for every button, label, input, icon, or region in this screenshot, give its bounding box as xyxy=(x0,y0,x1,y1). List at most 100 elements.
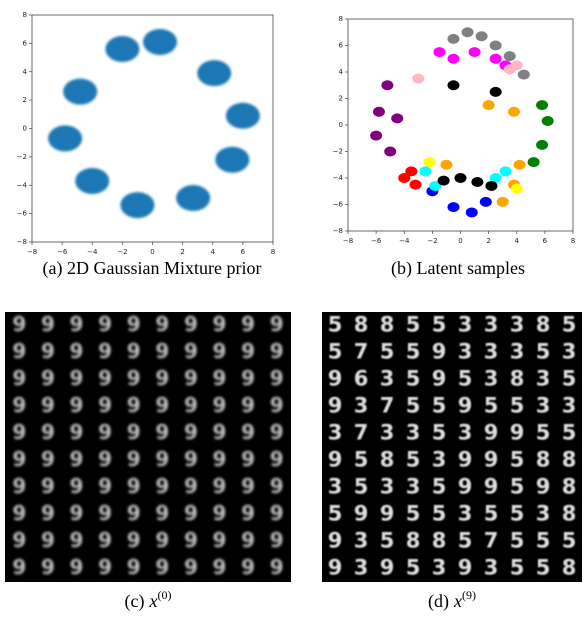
digit: 5 xyxy=(432,502,447,526)
digit: 5 xyxy=(536,529,551,553)
digit: 5 xyxy=(536,421,551,445)
x-tick-label: −8 xyxy=(27,248,37,256)
digit: 5 xyxy=(328,340,343,364)
blurry-digit: 9 xyxy=(12,501,26,525)
blurry-digit: 9 xyxy=(155,312,169,336)
y-tick-label: −6 xyxy=(17,210,28,218)
digit: 9 xyxy=(380,502,395,526)
x-tick-label: 2 xyxy=(486,237,490,245)
blurry-digit: 9 xyxy=(270,420,284,444)
blurry-digit: 9 xyxy=(184,555,198,579)
blurry-digit: 9 xyxy=(241,420,255,444)
x-tick-label: −6 xyxy=(57,248,68,256)
blurry-digit: 9 xyxy=(98,501,112,525)
point xyxy=(370,130,383,141)
blurry-digit: 9 xyxy=(127,312,141,336)
digit: 3 xyxy=(510,313,525,337)
blurry-digit: 9 xyxy=(184,420,198,444)
digit: 7 xyxy=(354,340,369,364)
digit: 9 xyxy=(380,556,395,580)
digit: 5 xyxy=(562,367,577,391)
digit: 3 xyxy=(484,367,499,391)
digit: 9 xyxy=(328,394,343,418)
point xyxy=(63,78,98,105)
digit: 8 xyxy=(432,529,447,553)
x-tick-label: 6 xyxy=(241,248,246,256)
digit: 3 xyxy=(406,421,421,445)
point xyxy=(75,167,110,194)
digit: 9 xyxy=(432,340,447,364)
blurry-digit: 9 xyxy=(98,339,112,363)
digit: 3 xyxy=(562,394,577,418)
digit: 3 xyxy=(380,475,395,499)
blurry-digit: 9 xyxy=(241,339,255,363)
point xyxy=(437,175,450,186)
caption-var: x xyxy=(148,591,157,611)
image-background xyxy=(322,312,582,582)
digit: 5 xyxy=(406,556,421,580)
blurry-digit: 9 xyxy=(213,366,227,390)
point xyxy=(479,196,492,207)
blurry-digit: 9 xyxy=(70,393,84,417)
digit: 5 xyxy=(510,475,525,499)
point xyxy=(215,146,250,173)
blurry-digit: 9 xyxy=(127,501,141,525)
y-tick-label: 2 xyxy=(339,95,343,103)
digit: 9 xyxy=(484,421,499,445)
digit: 5 xyxy=(354,475,369,499)
digit: 3 xyxy=(458,340,473,364)
blurry-digit: 9 xyxy=(241,501,255,525)
digit: 3 xyxy=(432,556,447,580)
x-tick-label: 4 xyxy=(211,248,216,256)
y-tick-label: 6 xyxy=(339,42,344,50)
blurry-digit: 9 xyxy=(12,420,26,444)
blurry-digit: 9 xyxy=(213,474,227,498)
digit: 5 xyxy=(406,367,421,391)
blurry-digit: 9 xyxy=(98,420,112,444)
digit: 3 xyxy=(458,502,473,526)
blurry-digit: 9 xyxy=(12,555,26,579)
blurry-digit: 9 xyxy=(213,339,227,363)
digit: 7 xyxy=(484,529,499,553)
digit: 9 xyxy=(536,475,551,499)
point xyxy=(447,80,460,91)
digit: 3 xyxy=(510,340,525,364)
point xyxy=(503,51,516,62)
point xyxy=(507,106,520,117)
digit: 3 xyxy=(562,340,577,364)
digit: 5 xyxy=(432,313,447,337)
point xyxy=(482,100,495,111)
blurry-digit: 9 xyxy=(41,447,55,471)
digit: 5 xyxy=(458,529,473,553)
digit: 5 xyxy=(458,367,473,391)
point xyxy=(398,173,411,183)
caption: (d) x(9) xyxy=(428,588,476,612)
caption: (a) 2D Gaussian Mixture prior xyxy=(43,258,262,279)
point xyxy=(489,40,502,51)
digit: 9 xyxy=(510,421,525,445)
digit: 5 xyxy=(510,556,525,580)
x-tick-label: 8 xyxy=(271,248,275,256)
point xyxy=(197,60,232,87)
point xyxy=(471,176,484,187)
blurry-digit: 9 xyxy=(155,393,169,417)
blurry-digit: 9 xyxy=(41,366,55,390)
point xyxy=(412,73,425,84)
x-tick-label: −4 xyxy=(87,248,98,256)
y-tick-label: 0 xyxy=(23,125,27,133)
point xyxy=(225,102,260,129)
blurry-digit: 9 xyxy=(41,420,55,444)
point xyxy=(381,80,394,91)
digit: 3 xyxy=(458,313,473,337)
y-tick-label: 8 xyxy=(339,15,343,23)
digit: 8 xyxy=(536,313,551,337)
digit: 5 xyxy=(484,502,499,526)
y-tick-label: 6 xyxy=(23,39,28,47)
point xyxy=(536,139,549,150)
blurry-digit: 9 xyxy=(98,555,112,579)
digit: 8 xyxy=(380,448,395,472)
digit: 5 xyxy=(328,313,343,337)
point xyxy=(527,157,540,168)
digit: 6 xyxy=(354,367,369,391)
